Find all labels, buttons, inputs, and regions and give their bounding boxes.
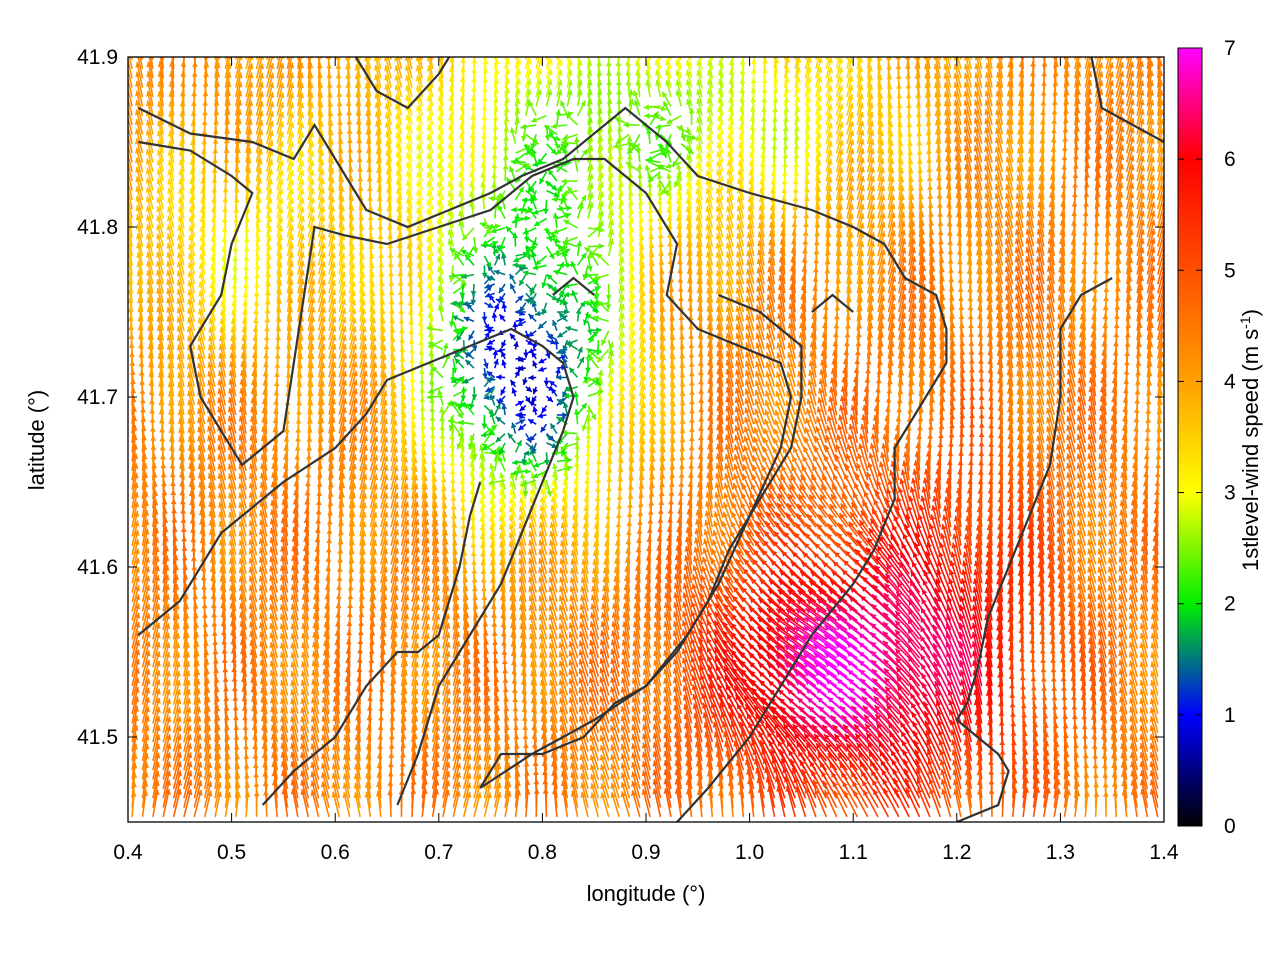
wind-arrow-shaft bbox=[882, 788, 900, 818]
wind-arrow-shaft bbox=[784, 776, 796, 808]
wind-arrow-head bbox=[917, 787, 923, 794]
wind-arrow bbox=[812, 779, 828, 808]
wind-arrow-head bbox=[941, 788, 947, 795]
wind-arrow-head bbox=[940, 779, 947, 785]
wind-arrow-head bbox=[803, 778, 809, 785]
wind-arrow bbox=[928, 778, 941, 808]
wind-arrow bbox=[814, 788, 828, 818]
wind-arrow-shaft bbox=[893, 787, 910, 818]
wind-arrow-head bbox=[631, 780, 637, 787]
wind-arrow bbox=[620, 781, 631, 808]
wind-arrow-head bbox=[620, 791, 627, 798]
wind-arrow bbox=[610, 782, 620, 808]
wind-arrow bbox=[620, 791, 631, 818]
wind-arrow-head bbox=[905, 787, 911, 794]
wind-arrow bbox=[610, 791, 620, 818]
wind-arrow bbox=[916, 777, 931, 808]
wind-arrow-head bbox=[610, 782, 616, 789]
wind-arrow-shaft bbox=[905, 787, 921, 818]
wind-arrow-shaft bbox=[802, 778, 817, 808]
wind-arrow-shaft bbox=[777, 785, 786, 818]
wind-arrow bbox=[600, 783, 610, 808]
wind-arrow-shaft bbox=[793, 777, 807, 808]
wind-arrow bbox=[823, 789, 838, 818]
wind-arrow bbox=[929, 788, 941, 818]
wind-arrow-shaft bbox=[904, 777, 921, 808]
wind-arrow bbox=[941, 788, 952, 818]
wind-arrow bbox=[905, 787, 921, 818]
wind-arrow-head bbox=[916, 778, 922, 785]
wind-arrow-shaft bbox=[775, 776, 786, 808]
wind-arrow-head bbox=[804, 787, 810, 794]
wind-arrow-head bbox=[186, 770, 193, 777]
wind-arrow-head bbox=[631, 790, 637, 797]
wind-arrow-head bbox=[600, 792, 606, 799]
wind-arrow bbox=[590, 792, 600, 818]
wind-arrow-head bbox=[610, 792, 616, 799]
wind-arrow-shaft bbox=[935, 700, 952, 734]
wind-arrow-head bbox=[620, 782, 627, 788]
wind-arrow-head bbox=[814, 789, 820, 796]
wind-arrow bbox=[940, 778, 952, 808]
wind-arrow bbox=[804, 787, 817, 818]
wind-arrow-head bbox=[590, 792, 596, 799]
wind-arrow bbox=[631, 790, 641, 818]
wind-arrow bbox=[590, 782, 600, 808]
wind-arrow-head bbox=[928, 778, 934, 785]
wind-arrow-head bbox=[824, 790, 830, 797]
wind-arrow bbox=[917, 787, 931, 818]
wind-arrow-shaft bbox=[916, 777, 931, 808]
wind-arrow bbox=[183, 770, 193, 799]
wind-arrow-shaft bbox=[892, 777, 910, 808]
wind-arrow-head bbox=[813, 779, 819, 786]
wind-arrows bbox=[128, 57, 1164, 818]
wind-arrow-head bbox=[600, 783, 606, 790]
wind-arrow-head bbox=[590, 783, 596, 790]
wind-arrow bbox=[631, 780, 641, 808]
wind-arrow bbox=[600, 792, 610, 818]
wind-arrow bbox=[802, 778, 817, 808]
wind-arrow-head bbox=[929, 788, 935, 795]
